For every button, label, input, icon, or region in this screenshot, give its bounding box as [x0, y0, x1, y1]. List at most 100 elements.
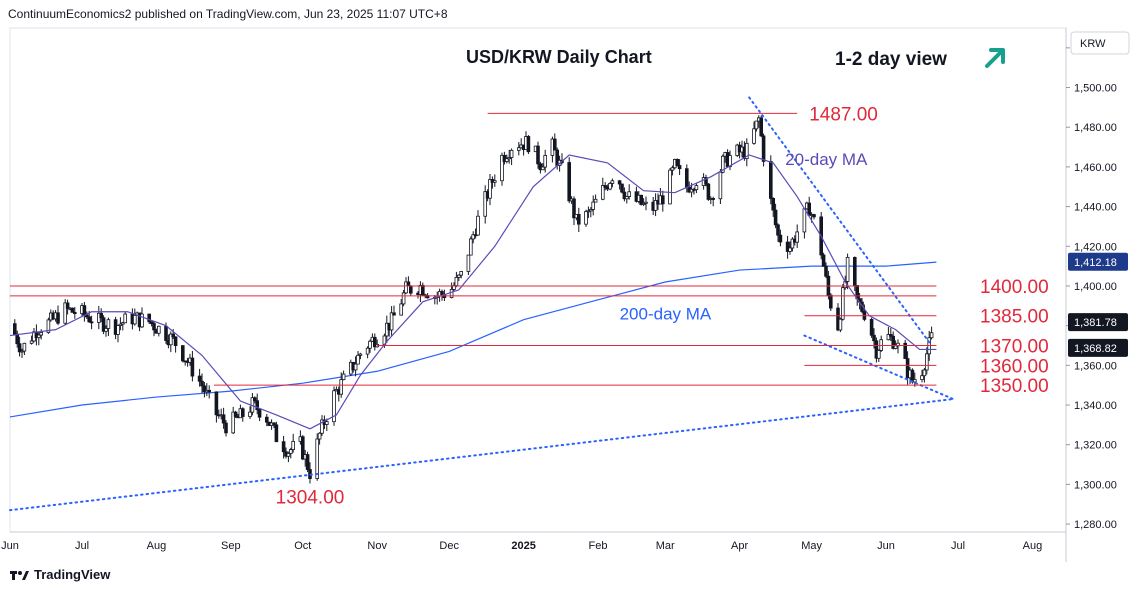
candle-body [392, 312, 396, 316]
candle-body [622, 191, 627, 200]
candle-body [240, 408, 245, 417]
candle-body [56, 312, 60, 324]
candle-body [769, 161, 773, 199]
y-tick-label: 1,420.00 [1074, 241, 1117, 253]
candle-body [466, 254, 471, 272]
candle-body [903, 342, 907, 359]
candle-body [704, 177, 708, 185]
level-label: 1385.00 [980, 307, 1049, 328]
candle-body [449, 289, 454, 298]
candle-body [567, 162, 571, 202]
candle-body [17, 343, 22, 353]
price-axis-badge-label: 1,412.18 [1074, 257, 1117, 269]
y-tick-label: 1,300.00 [1074, 479, 1117, 491]
ma-annotation: 200-day MA [620, 305, 712, 324]
x-tick-label: Jul [75, 540, 89, 552]
candle-body [589, 209, 593, 212]
footer-brand[interactable]: TradingView [10, 567, 110, 582]
candle-body [829, 294, 833, 309]
candle-body [440, 291, 444, 295]
ma200-line [9, 261, 937, 418]
candle-body [46, 319, 51, 333]
candle-body [824, 265, 828, 277]
x-tick-label: Jul [951, 540, 965, 552]
candle-body [913, 379, 917, 383]
candle-body [641, 202, 646, 205]
candle-body [305, 454, 310, 470]
candle-body [202, 385, 207, 393]
candle-body [70, 307, 75, 313]
candle-body [459, 271, 463, 276]
x-tick-label: 2025 [511, 540, 535, 552]
candle-body [39, 332, 43, 336]
candle-body [20, 350, 24, 353]
candle-body [553, 138, 557, 151]
candle-body [121, 322, 125, 325]
candle-body [180, 345, 185, 362]
candle-body [221, 414, 226, 424]
candle-body [773, 209, 778, 226]
candle-body [85, 314, 89, 318]
candle-body [468, 238, 473, 256]
candle-body [123, 313, 128, 324]
candle-body [12, 323, 17, 335]
candle-body [406, 281, 411, 287]
candle-body [132, 315, 137, 325]
candle-body [404, 281, 408, 294]
candle-body [922, 369, 927, 377]
candle-body [471, 234, 475, 240]
candle-body [73, 311, 77, 314]
candle-body [728, 155, 732, 168]
candle-body [759, 117, 763, 137]
candle-body [517, 147, 521, 151]
candle-body [577, 214, 581, 225]
candle-body [929, 332, 934, 339]
level-label: 1400.00 [980, 277, 1049, 298]
y-tick-label: 1,460.00 [1074, 162, 1117, 174]
level-label: 1370.00 [980, 336, 1049, 357]
y-tick-label: 1,480.00 [1074, 122, 1117, 134]
candle-body [661, 195, 665, 205]
x-tick-label: Dec [439, 540, 459, 552]
level-label: 1360.00 [980, 356, 1049, 377]
candle-body [807, 202, 811, 216]
candle-body [874, 340, 879, 359]
candle-body [300, 436, 305, 460]
candle-body [526, 136, 531, 153]
x-tick-label: Mar [656, 540, 675, 552]
low-label: 1304.00 [276, 487, 345, 508]
candle-body [341, 373, 346, 381]
y-tick-label: 1,500.00 [1074, 83, 1117, 95]
y-tick-label: 1,360.00 [1074, 360, 1117, 372]
candle-body [685, 168, 689, 188]
x-tick-label: Jun [1, 540, 19, 552]
candle-body [291, 440, 295, 450]
candle-body [627, 191, 631, 197]
trendline-falling-support [803, 334, 955, 401]
plot-area [9, 27, 1067, 533]
candle-body [332, 390, 336, 423]
candle-body [255, 400, 260, 411]
candle-body [509, 149, 514, 158]
tradingview-logo-icon [10, 570, 29, 580]
candle-body [872, 334, 876, 342]
candle-body [617, 180, 622, 185]
candle-body [853, 256, 857, 286]
candle-body [603, 185, 607, 188]
candle-body [500, 154, 504, 182]
candle-body [248, 411, 252, 417]
candle-body [190, 357, 195, 377]
candle-body [668, 169, 672, 205]
candle-body [586, 210, 591, 213]
candle-body [456, 274, 461, 278]
candle-body [320, 419, 324, 434]
candle-body [610, 180, 615, 184]
candle-body [89, 321, 94, 324]
candle-body [905, 358, 910, 379]
candle-body [889, 334, 893, 337]
x-tick-label: Jun [877, 540, 895, 552]
y-tick-label: 1,320.00 [1074, 440, 1117, 452]
x-tick-label: Sep [221, 540, 241, 552]
candle-body [140, 313, 144, 328]
